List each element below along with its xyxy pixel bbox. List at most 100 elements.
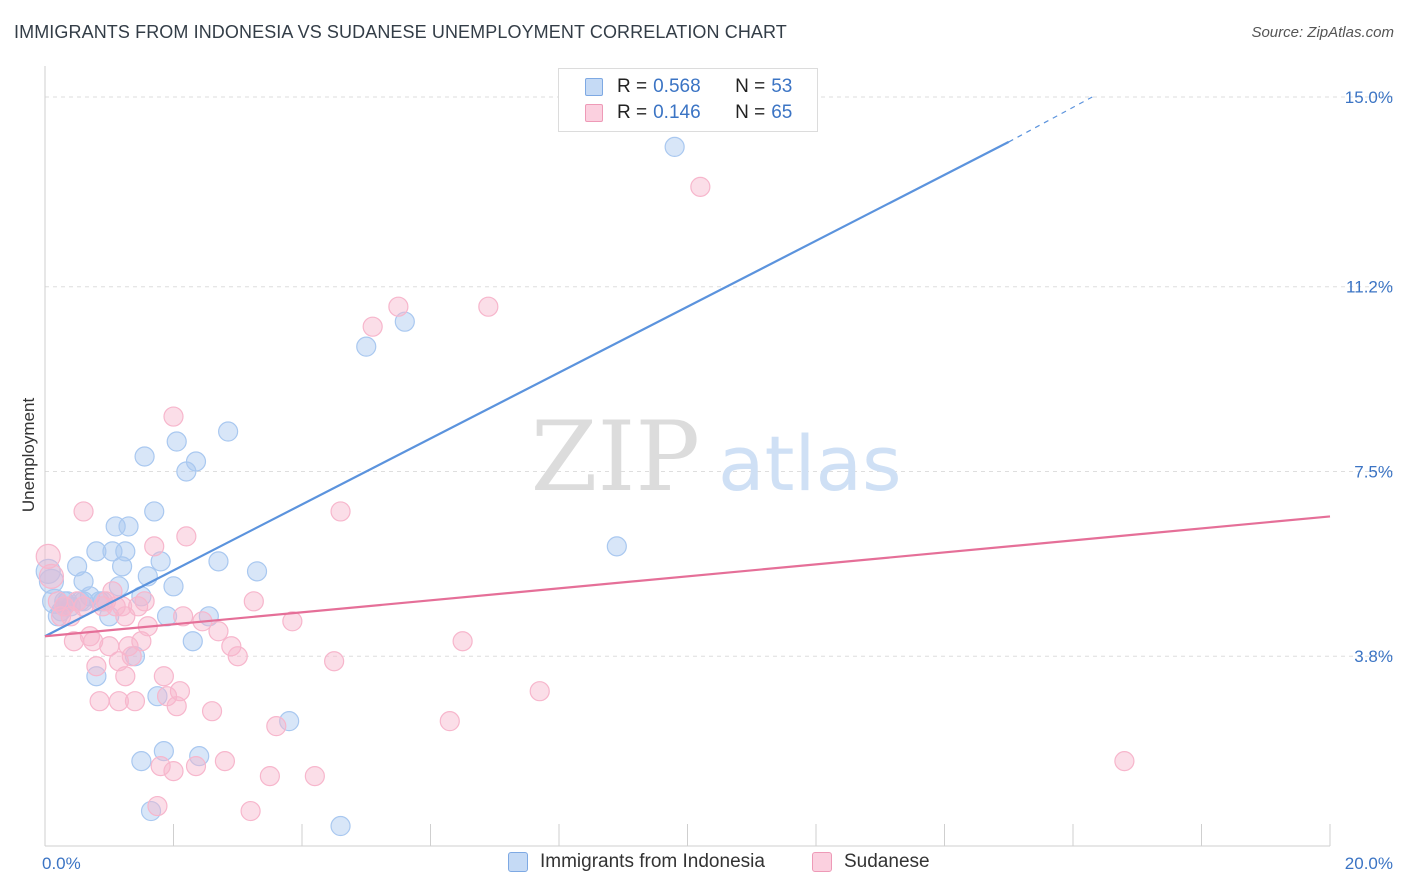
y-tick-label: 15.0%	[1345, 88, 1393, 107]
legend-row-sudanese: R = 0.146 N = 65	[585, 100, 792, 126]
data-point	[147, 795, 168, 817]
legend-r-value-sudanese: 0.146	[653, 102, 701, 123]
data-point	[664, 136, 685, 158]
data-point	[388, 296, 409, 317]
legend-n-value-indonesia: 53	[771, 76, 793, 97]
chart-title: IMMIGRANTS FROM INDONESIA VS SUDANESE UN…	[14, 22, 787, 42]
data-point	[243, 591, 264, 612]
data-point	[304, 765, 325, 787]
data-point	[606, 536, 627, 557]
data-points	[35, 96, 1135, 837]
data-point	[176, 526, 197, 547]
data-point	[89, 691, 110, 712]
data-point	[163, 760, 184, 782]
y-tick-label: 11.2%	[1346, 278, 1393, 297]
data-point	[166, 431, 187, 452]
legend-n-label: N =	[735, 102, 766, 123]
data-point	[144, 536, 165, 557]
data-point	[362, 316, 383, 337]
trend-extension-indonesia	[1008, 96, 1093, 143]
data-point	[330, 815, 351, 837]
data-point	[150, 756, 171, 777]
data-point	[246, 561, 268, 582]
legend-row-indonesia: R = 0.568 N = 53	[585, 74, 792, 100]
data-point	[690, 176, 711, 197]
data-point	[131, 631, 152, 652]
watermark-atlas: atlas	[718, 419, 902, 508]
data-point	[115, 541, 136, 562]
series-label-sudanese: Sudanese	[844, 851, 930, 872]
data-point	[201, 701, 223, 722]
series-sudanese-points	[35, 176, 1135, 822]
legend-n-value-sudanese: 65	[771, 102, 793, 123]
trend-line-sudanese	[44, 515, 1331, 638]
data-point	[153, 741, 174, 762]
legend-swatch-sudanese	[585, 104, 603, 122]
data-point	[478, 296, 499, 317]
data-point	[108, 691, 129, 712]
data-point	[266, 716, 287, 737]
data-point	[73, 591, 94, 612]
data-point	[124, 691, 146, 712]
trend-lines	[44, 96, 1331, 638]
data-point	[86, 656, 107, 677]
axes	[44, 66, 1331, 847]
series-swatch-sudanese	[812, 852, 832, 872]
data-point	[73, 501, 94, 522]
data-point	[356, 336, 377, 357]
series-legend-sudanese[interactable]: Sudanese	[812, 851, 930, 873]
series-indonesia-points	[35, 96, 730, 837]
data-point	[324, 651, 345, 672]
data-point	[279, 711, 300, 732]
watermark-zip: ZIP	[531, 401, 700, 513]
data-point	[134, 446, 155, 467]
y-tick-label: 3.8%	[1354, 647, 1393, 666]
data-point	[182, 631, 203, 652]
data-point	[163, 576, 184, 597]
legend-swatch-indonesia	[585, 78, 603, 96]
data-point	[208, 551, 229, 572]
data-point	[169, 681, 191, 702]
data-point	[221, 636, 242, 657]
y-tick-label: 7.5%	[1354, 462, 1393, 481]
y-axis-title: Unemployment	[19, 398, 38, 513]
data-point	[1114, 751, 1135, 772]
series-swatch-indonesia	[508, 852, 528, 872]
data-point	[163, 406, 184, 427]
data-point	[35, 543, 61, 569]
data-point	[208, 621, 229, 642]
data-point	[185, 756, 207, 777]
legend-r-label: R =	[617, 102, 648, 123]
data-point	[439, 711, 460, 732]
data-point	[115, 666, 136, 687]
data-point	[50, 606, 72, 627]
data-point	[131, 751, 152, 772]
data-point	[166, 696, 187, 717]
data-point	[111, 556, 133, 577]
data-point	[35, 558, 61, 584]
data-point	[144, 501, 165, 522]
data-point	[282, 611, 303, 632]
data-point	[452, 631, 473, 652]
legend-r-value-indonesia: 0.568	[653, 76, 701, 97]
x-tick-label: 0.0%	[42, 854, 81, 873]
tick-labels: 3.8% 7.5% 11.2% 15.0% 0.0% 20.0%	[42, 88, 1393, 873]
data-point	[330, 501, 351, 522]
correlation-legend: R = 0.568 N = 53 R = 0.146 N = 65	[558, 68, 818, 132]
series-legend: Immigrants from Indonesia Sudanese	[0, 851, 1406, 879]
data-point	[73, 571, 94, 592]
data-point	[134, 591, 155, 612]
data-point	[185, 451, 207, 472]
source-label: Source: ZipAtlas.com	[1251, 24, 1394, 41]
data-point	[150, 551, 171, 572]
series-legend-indonesia[interactable]: Immigrants from Indonesia	[508, 851, 765, 873]
series-label-indonesia: Immigrants from Indonesia	[540, 851, 765, 872]
data-point	[118, 516, 139, 537]
data-point	[67, 556, 88, 577]
data-point	[214, 751, 235, 772]
data-point	[218, 421, 239, 442]
legend-r-label: R =	[617, 76, 648, 97]
x-tick-label: 20.0%	[1345, 854, 1393, 873]
data-point	[529, 681, 550, 702]
